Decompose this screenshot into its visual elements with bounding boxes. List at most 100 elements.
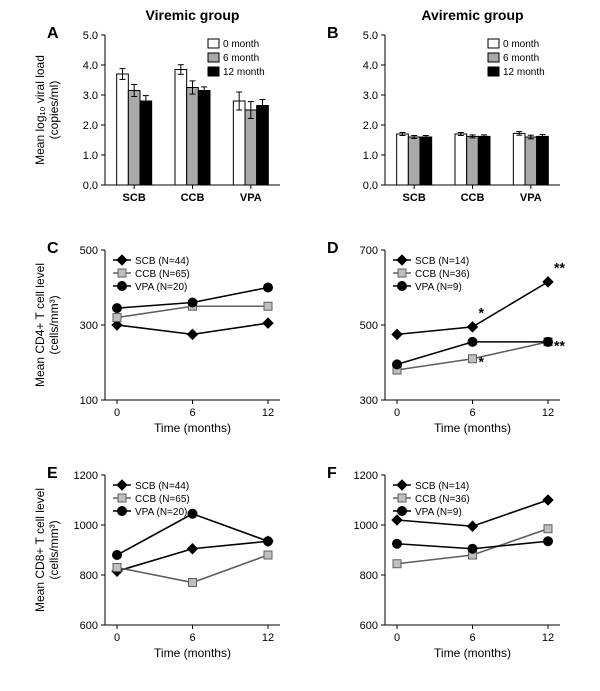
legend: SCB (N=44)CCB (N=65)VPA (N=20) — [113, 255, 190, 293]
bar — [198, 91, 210, 186]
legend-label: 0 month — [503, 39, 539, 50]
x-category-label: VPA — [520, 192, 542, 204]
y-tick-label: 800 — [360, 570, 378, 582]
y-tick-label: 2.0 — [83, 120, 98, 132]
y-tick-label: 1.0 — [83, 150, 98, 162]
legend: 0 month6 month12 month — [488, 39, 545, 78]
legend-marker — [397, 255, 407, 265]
legend-swatch — [488, 67, 499, 76]
y-tick-label: 3.0 — [83, 90, 98, 102]
series-marker-VPA — [264, 537, 273, 546]
panel-letter: C — [47, 240, 59, 257]
bar — [233, 101, 245, 185]
x-axis-label: Time (months) — [434, 646, 511, 660]
panel-F: F600800100012000612Time (months)SCB (N=1… — [327, 465, 560, 660]
x-tick-label: 12 — [262, 632, 274, 644]
legend-label: SCB (N=14) — [415, 256, 469, 267]
bar — [455, 134, 467, 185]
legend-marker — [117, 480, 127, 490]
legend-label: 12 month — [223, 67, 265, 78]
bar — [140, 101, 152, 185]
series-marker-CCB — [264, 302, 272, 310]
column-title: Viremic group — [146, 7, 240, 23]
legend-label: 12 month — [503, 67, 545, 78]
legend-marker — [118, 507, 127, 516]
series-marker-SCB — [543, 495, 553, 505]
series-marker-CCB — [469, 355, 477, 363]
bar — [525, 137, 537, 185]
legend-swatch — [488, 53, 499, 62]
series-marker-CCB — [544, 525, 552, 533]
series-marker-VPA — [544, 537, 553, 546]
y-tick-label: 700 — [360, 245, 378, 257]
y-tick-label: 4.0 — [83, 60, 98, 72]
legend-marker — [118, 282, 127, 291]
legend-marker — [398, 282, 407, 291]
x-axis-label: Time (months) — [154, 421, 231, 435]
series-marker-VPA — [468, 544, 477, 553]
series-marker-CCB — [264, 551, 272, 559]
legend-label: CCB (N=36) — [415, 494, 470, 505]
bar — [467, 136, 479, 185]
series-marker-CCB — [393, 560, 401, 568]
bar — [513, 133, 525, 185]
significance-annotation: ** — [554, 260, 565, 276]
significance-annotation: * — [479, 305, 485, 321]
y-axis-label: Mean CD4+ T cell level(cells/mm³) — [33, 263, 61, 387]
panel-letter: A — [47, 25, 59, 42]
x-category-label: CCB — [181, 192, 205, 204]
legend-label: VPA (N=9) — [415, 282, 462, 293]
y-tick-label: 0.0 — [363, 180, 378, 192]
x-axis-label: Time (months) — [154, 646, 231, 660]
x-axis-label: Time (months) — [434, 421, 511, 435]
x-tick-label: 0 — [114, 407, 120, 419]
legend-marker — [398, 269, 406, 277]
legend-label: CCB (N=36) — [415, 269, 470, 280]
legend-label: CCB (N=65) — [135, 269, 190, 280]
legend-marker — [398, 507, 407, 516]
legend-marker — [398, 494, 406, 502]
series-marker-CCB — [189, 579, 197, 587]
legend-label: VPA (N=9) — [415, 507, 462, 518]
series-marker-VPA — [393, 360, 402, 369]
y-tick-label: 500 — [80, 245, 98, 257]
y-tick-label: 1200 — [74, 470, 98, 482]
y-tick-label: 2.0 — [363, 120, 378, 132]
legend-label: CCB (N=65) — [135, 494, 190, 505]
legend-swatch — [208, 53, 219, 62]
x-tick-label: 12 — [542, 407, 554, 419]
bar — [117, 74, 129, 185]
bar — [408, 137, 420, 185]
y-tick-label: 600 — [360, 620, 378, 632]
x-category-label: CCB — [461, 192, 485, 204]
legend: 0 month6 month12 month — [208, 39, 265, 78]
y-tick-label: 0.0 — [83, 180, 98, 192]
bar — [245, 110, 257, 185]
y-tick-label: 1.0 — [363, 150, 378, 162]
series-marker-VPA — [113, 304, 122, 313]
y-tick-label: 5.0 — [363, 30, 378, 42]
legend-label: SCB (N=44) — [135, 481, 189, 492]
legend-label: VPA (N=20) — [135, 507, 187, 518]
series-marker-VPA — [468, 337, 477, 346]
x-category-label: SCB — [403, 192, 426, 204]
legend: SCB (N=44) CCB (N=65) VPA (N=20) — [113, 480, 190, 518]
bar — [257, 106, 269, 186]
y-tick-label: 500 — [360, 320, 378, 332]
legend-swatch — [208, 39, 219, 48]
legend-marker — [117, 255, 127, 265]
legend-marker — [118, 269, 126, 277]
x-tick-label: 6 — [189, 407, 195, 419]
panel-B: B0.01.02.03.04.05.0SCBCCBVPA0 month6 mon… — [327, 25, 560, 204]
series-marker-SCB — [468, 322, 478, 332]
panel-letter: D — [327, 240, 339, 257]
legend-swatch — [488, 39, 499, 48]
panel-E: E60080010001200Mean CD8+ T cell level(ce… — [33, 465, 280, 660]
legend-label: 0 month — [223, 39, 259, 50]
x-tick-label: 6 — [469, 407, 475, 419]
x-tick-label: 12 — [262, 407, 274, 419]
legend-label: SCB (N=14) — [415, 481, 469, 492]
bar — [175, 70, 187, 186]
y-tick-label: 3.0 — [363, 90, 378, 102]
bar — [128, 91, 140, 186]
